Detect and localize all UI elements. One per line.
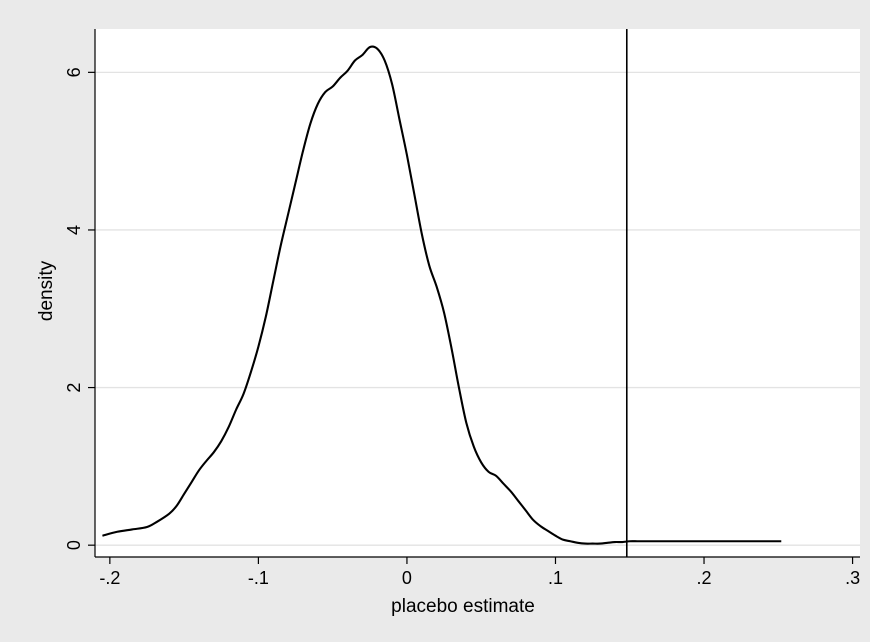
grid-lines bbox=[95, 71, 860, 546]
x-tick-label: .3 bbox=[845, 568, 860, 588]
plot-area bbox=[95, 29, 860, 557]
series-layer bbox=[102, 45, 782, 545]
y-tick-label: 0 bbox=[64, 540, 84, 550]
y-axis-label: density bbox=[36, 260, 57, 321]
x-tick-label: .1 bbox=[548, 568, 563, 588]
y-tick-label: 2 bbox=[64, 383, 84, 393]
x-tick-label: .2 bbox=[697, 568, 712, 588]
x-tick-label: 0 bbox=[402, 568, 412, 588]
x-tick-label: -.2 bbox=[99, 568, 120, 588]
axes: 0 2 4 6 -.2 -.1 0 .1 .2 .3 bbox=[64, 29, 860, 588]
y-tick-label: 6 bbox=[64, 67, 84, 77]
density-line bbox=[102, 45, 782, 545]
y-tick-label: 4 bbox=[64, 225, 84, 235]
x-tick-label: -.1 bbox=[248, 568, 269, 588]
x-axis-label: placebo estimate bbox=[391, 596, 535, 617]
